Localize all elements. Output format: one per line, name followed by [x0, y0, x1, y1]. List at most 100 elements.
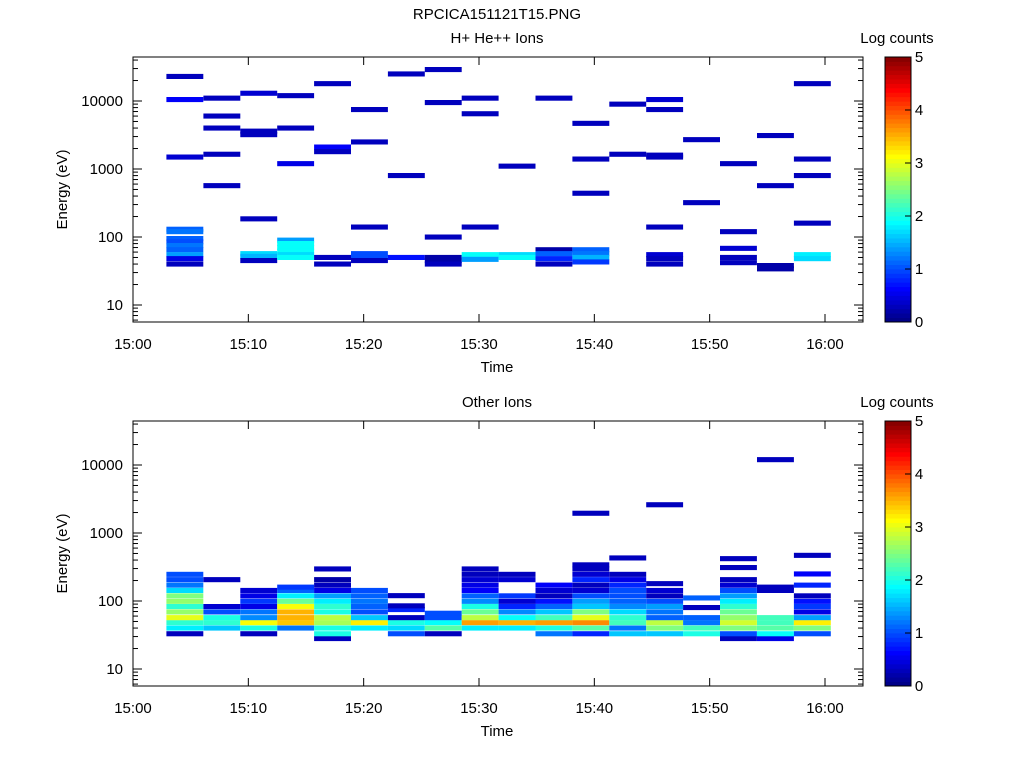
spectrogram-cell	[720, 593, 757, 599]
spectrogram-cell	[498, 571, 536, 577]
colorbar-segment	[885, 127, 911, 133]
y-axis-label: Energy (eV)	[54, 149, 71, 229]
colorbar-segment	[885, 87, 911, 93]
spectrogram-cell	[793, 615, 831, 621]
spectrogram-cell	[314, 261, 351, 267]
spectrogram-cell	[572, 510, 610, 516]
colorbar-segment	[885, 251, 911, 257]
spectrogram-cell	[793, 625, 831, 631]
spectrogram-cell	[203, 577, 241, 583]
spectrogram-cell	[277, 125, 315, 131]
spectrogram-cell	[277, 237, 315, 243]
spectrogram-cell	[720, 260, 757, 266]
spectrogram-cell	[240, 604, 278, 610]
spectrogram-cell	[314, 587, 351, 593]
spectrogram-cell	[793, 609, 831, 615]
colorbar-segment	[885, 158, 911, 164]
spectrogram-cell	[609, 598, 647, 604]
spectrogram-cell	[498, 620, 536, 626]
spectrogram-cell	[572, 259, 610, 265]
colorbar-segment	[885, 291, 911, 296]
spectrogram-cell	[424, 625, 462, 631]
spectrogram-cell	[166, 582, 204, 588]
colorbar-segment	[885, 207, 911, 212]
spectrogram-cell	[609, 151, 647, 157]
spectrogram-cell	[609, 631, 647, 637]
spectrogram-cell	[757, 587, 794, 593]
colorbar-segment	[885, 549, 911, 554]
spectrogram-cell	[757, 266, 794, 272]
spectrogram-cell	[277, 245, 315, 251]
spectrogram-cell	[461, 604, 499, 610]
x-axis-label: Time	[481, 359, 514, 376]
spectrogram-cell	[793, 256, 831, 262]
spectrogram-cell	[351, 620, 388, 626]
spectrogram-cell	[461, 566, 499, 572]
colorbar-segment	[885, 438, 911, 444]
spectrogram-cell	[461, 571, 499, 577]
spectrogram-cell	[314, 615, 351, 621]
colorbar-segment	[885, 580, 911, 585]
colorbar-segment	[885, 154, 911, 159]
colorbar-segment	[885, 92, 911, 98]
spectrogram-cell	[683, 620, 720, 626]
colorbar-segment	[885, 597, 911, 603]
spectrogram-cell	[498, 625, 536, 631]
colorbar-segment	[885, 513, 911, 519]
colorbar-segment	[885, 269, 911, 274]
spectrogram-cell	[793, 571, 831, 577]
colorbar-segment	[885, 295, 911, 301]
x-tick-label: 15:20	[345, 336, 383, 353]
spectrogram-cell	[461, 224, 499, 230]
spectrogram-cell	[387, 593, 425, 599]
spectrogram-cell	[203, 95, 241, 101]
colorbar-segment	[885, 522, 911, 528]
colorbar-segment	[885, 216, 911, 221]
colorbar-segment	[885, 518, 911, 523]
spectrogram-cell	[314, 149, 351, 155]
spectrogram-cell	[609, 620, 647, 626]
spectrogram-cell	[424, 234, 462, 240]
spectrogram-cell	[166, 577, 204, 583]
spectrogram-cell	[166, 587, 204, 593]
spectrogram-cell	[535, 95, 573, 101]
x-tick-label: 15:40	[576, 700, 614, 717]
spectrogram-cell	[572, 609, 610, 615]
spectrogram-cell	[535, 582, 573, 588]
spectrogram-cell	[424, 620, 462, 626]
spectrogram-cell	[351, 139, 388, 145]
colorbar-segment	[885, 540, 911, 546]
colorbar-segment	[885, 246, 911, 252]
colorbar-segment	[885, 260, 911, 265]
colorbar-segment	[885, 610, 911, 616]
colorbar-segment	[885, 233, 911, 239]
spectrogram-cell	[351, 593, 388, 599]
colorbar-segment	[885, 650, 911, 656]
colorbar-segment	[885, 317, 911, 323]
x-tick-label: 15:40	[576, 336, 614, 353]
colorbar-segment	[885, 171, 911, 177]
spectrogram-cell	[609, 555, 647, 561]
colorbar-segment	[885, 575, 911, 581]
plot-frame	[132, 420, 864, 687]
colorbar-segment	[885, 434, 911, 440]
spectrogram-cell	[646, 604, 684, 610]
x-tick-label: 15:30	[460, 336, 498, 353]
x-tick-label: 15:50	[691, 700, 729, 717]
spectrogram-cell	[166, 261, 204, 267]
colorbar-segment	[885, 118, 911, 124]
colorbar-frame	[884, 56, 912, 323]
spectrogram-cell	[535, 247, 573, 253]
colorbar-segment	[885, 282, 911, 288]
spectrogram-cell	[535, 587, 573, 593]
spectrogram-cell	[793, 552, 831, 558]
spectrogram-cell	[240, 615, 278, 621]
spectrogram-cell	[424, 258, 462, 264]
colorbar-segment	[885, 185, 911, 190]
spectrogram-cell	[240, 128, 278, 134]
spectrogram-cell	[240, 216, 278, 222]
spectrogram-cell	[166, 598, 204, 604]
spectrogram-cell	[203, 625, 241, 631]
spectrogram-cell	[720, 161, 757, 167]
